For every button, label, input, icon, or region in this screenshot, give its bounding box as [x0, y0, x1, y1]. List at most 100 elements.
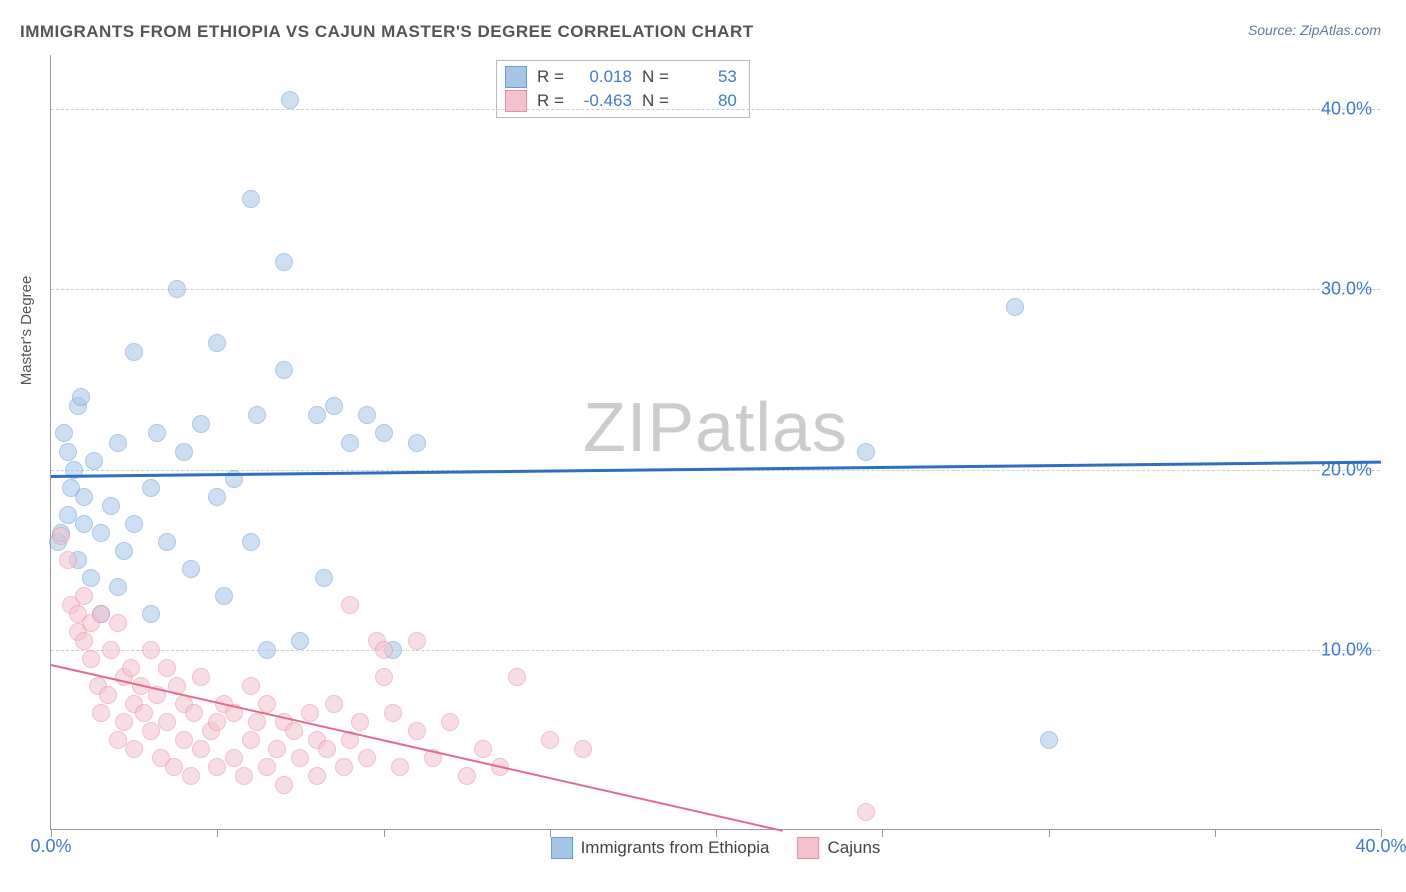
source-attribution: Source: ZipAtlas.com [1248, 22, 1381, 38]
scatter-point [275, 253, 293, 271]
x-tick-mark [882, 829, 883, 837]
scatter-point [375, 424, 393, 442]
scatter-point [315, 569, 333, 587]
scatter-point [408, 722, 426, 740]
scatter-point [242, 731, 260, 749]
gridline-h [51, 109, 1380, 110]
scatter-point [208, 488, 226, 506]
scatter-point [82, 650, 100, 668]
scatter-point [1040, 731, 1058, 749]
scatter-point [85, 452, 103, 470]
r-label: R = [537, 91, 564, 111]
scatter-point [291, 749, 309, 767]
scatter-point [182, 767, 200, 785]
scatter-point [168, 280, 186, 298]
scatter-point [102, 497, 120, 515]
scatter-point [458, 767, 476, 785]
scatter-point [109, 578, 127, 596]
scatter-point [358, 406, 376, 424]
scatter-point [52, 527, 70, 545]
scatter-point [335, 758, 353, 776]
scatter-point [142, 605, 160, 623]
scatter-point [275, 361, 293, 379]
scatter-point [375, 668, 393, 686]
scatter-point [474, 740, 492, 758]
scatter-point [102, 641, 120, 659]
scatter-point [115, 542, 133, 560]
scatter-point [208, 758, 226, 776]
x-tick-mark [384, 829, 385, 837]
scatter-point [55, 424, 73, 442]
scatter-point [258, 695, 276, 713]
scatter-point [384, 704, 402, 722]
x-tick-mark [1215, 829, 1216, 837]
scatter-point [72, 388, 90, 406]
y-tick-label: 40.0% [1321, 99, 1372, 120]
scatter-point [109, 731, 127, 749]
scatter-point [122, 659, 140, 677]
scatter-point [258, 641, 276, 659]
scatter-point [148, 424, 166, 442]
legend-swatch-ethiopia [551, 837, 573, 859]
scatter-point [248, 713, 266, 731]
scatter-point [192, 415, 210, 433]
scatter-point [225, 749, 243, 767]
scatter-point [358, 749, 376, 767]
scatter-point [175, 731, 193, 749]
scatter-point [75, 515, 93, 533]
scatter-point [75, 587, 93, 605]
stats-row-ethiopia: R = 0.018 N = 53 [505, 65, 737, 89]
x-tick-label: 0.0% [30, 836, 71, 857]
legend-item-ethiopia: Immigrants from Ethiopia [551, 837, 770, 859]
legend-item-cajuns: Cajuns [798, 837, 881, 859]
n-label: N = [642, 91, 669, 111]
scatter-point [541, 731, 559, 749]
scatter-point [574, 740, 592, 758]
scatter-point [92, 524, 110, 542]
scatter-point [142, 641, 160, 659]
scatter-point [59, 443, 77, 461]
n-label: N = [642, 67, 669, 87]
scatter-point [281, 91, 299, 109]
x-tick-mark [716, 829, 717, 837]
scatter-point [308, 406, 326, 424]
x-tick-mark [1049, 829, 1050, 837]
scatter-point [242, 533, 260, 551]
scatter-point [391, 758, 409, 776]
scatter-point [341, 434, 359, 452]
scatter-point [325, 695, 343, 713]
scatter-point [508, 668, 526, 686]
n-value-ethiopia: 53 [679, 67, 737, 87]
scatter-point [258, 758, 276, 776]
r-label: R = [537, 67, 564, 87]
y-axis-label: Master's Degree [18, 276, 35, 386]
scatter-point [285, 722, 303, 740]
watermark-text: ZIPatlas [583, 387, 848, 467]
r-value-ethiopia: 0.018 [574, 67, 632, 87]
scatter-point [125, 515, 143, 533]
scatter-point [208, 713, 226, 731]
scatter-point [215, 587, 233, 605]
chart-container: IMMIGRANTS FROM ETHIOPIA VS CAJUN MASTER… [0, 0, 1406, 892]
scatter-point [275, 776, 293, 794]
scatter-point [441, 713, 459, 731]
scatter-point [268, 740, 286, 758]
scatter-point [318, 740, 336, 758]
watermark-atlas: atlas [695, 388, 848, 466]
scatter-point [59, 506, 77, 524]
scatter-point [291, 632, 309, 650]
y-tick-label: 10.0% [1321, 639, 1372, 660]
scatter-point [59, 551, 77, 569]
scatter-point [115, 713, 133, 731]
scatter-point [142, 479, 160, 497]
scatter-point [92, 704, 110, 722]
scatter-point [109, 434, 127, 452]
scatter-point [1006, 298, 1024, 316]
scatter-point [235, 767, 253, 785]
scatter-point [182, 560, 200, 578]
r-value-cajuns: -0.463 [574, 91, 632, 111]
watermark-zip: ZIP [583, 388, 695, 466]
legend-label-ethiopia: Immigrants from Ethiopia [581, 838, 770, 858]
scatter-point [158, 659, 176, 677]
scatter-point [175, 443, 193, 461]
